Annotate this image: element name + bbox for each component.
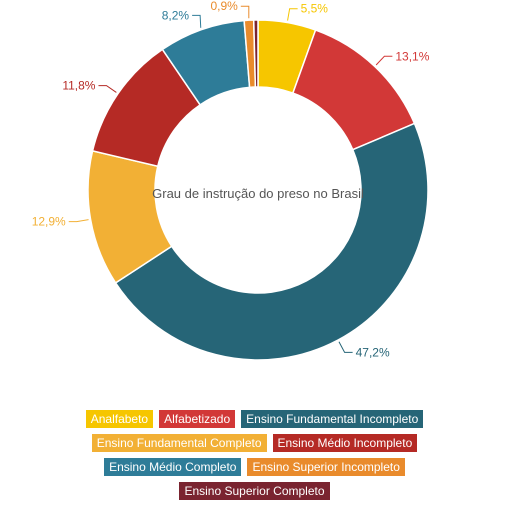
slice-ensino-fundamental-incompleto: [114, 122, 429, 361]
legend-item[interactable]: Ensino Médio Incompleto: [272, 434, 418, 452]
slice-ensino-superior-completo: [252, 19, 259, 88]
legend: Analfabeto Alfabetizado Ensino Fundamental…: [0, 410, 509, 506]
value-label: 8,2%: [162, 8, 190, 22]
legend-row: Ensino Superior Completo: [0, 482, 509, 500]
chart-title: Grau de instrução do preso no Brasil: [152, 186, 364, 201]
leader-line: [375, 55, 393, 66]
legend-item[interactable]: Alfabetizado: [159, 410, 236, 428]
leader-line: [338, 341, 353, 353]
legend-row: Ensino Fundamental Completo Ensino Médio …: [0, 434, 509, 452]
legend-item[interactable]: Analfabeto: [85, 410, 154, 428]
legend-item[interactable]: Ensino Fundamental Incompleto: [241, 410, 424, 428]
leader-line: [98, 85, 117, 93]
leader-line: [192, 14, 202, 28]
legend-item[interactable]: Ensino Médio Completo: [104, 458, 242, 476]
value-label: 13,1%: [395, 49, 429, 63]
donut-chart: 5,5% 13,1% 47,2% 12,9% 11,8% 8,2% 0,9% Grau de…: [32, 0, 430, 361]
value-label: 5,5%: [301, 2, 329, 16]
slices-group: [87, 19, 429, 361]
value-label: 0,9%: [210, 0, 238, 13]
leader-line: [287, 8, 298, 21]
leader-line: [68, 219, 89, 223]
legend-item[interactable]: Ensino Superior Incompleto: [247, 458, 405, 476]
leader-lines-group: [68, 5, 393, 353]
leader-line: [240, 5, 250, 19]
value-label: 12,9%: [32, 215, 66, 229]
legend-row: Analfabeto Alfabetizado Ensino Fundamental…: [0, 410, 509, 428]
legend-item[interactable]: Ensino Fundamental Completo: [91, 434, 267, 452]
value-label: 47,2%: [356, 345, 390, 359]
legend-row: Ensino Médio Completo Ensino Superior Inc…: [0, 458, 509, 476]
value-labels-group: 5,5% 13,1% 47,2% 12,9% 11,8% 8,2% 0,9%: [32, 0, 430, 359]
value-label: 11,8%: [62, 79, 95, 93]
legend-item[interactable]: Ensino Superior Completo: [179, 482, 330, 500]
